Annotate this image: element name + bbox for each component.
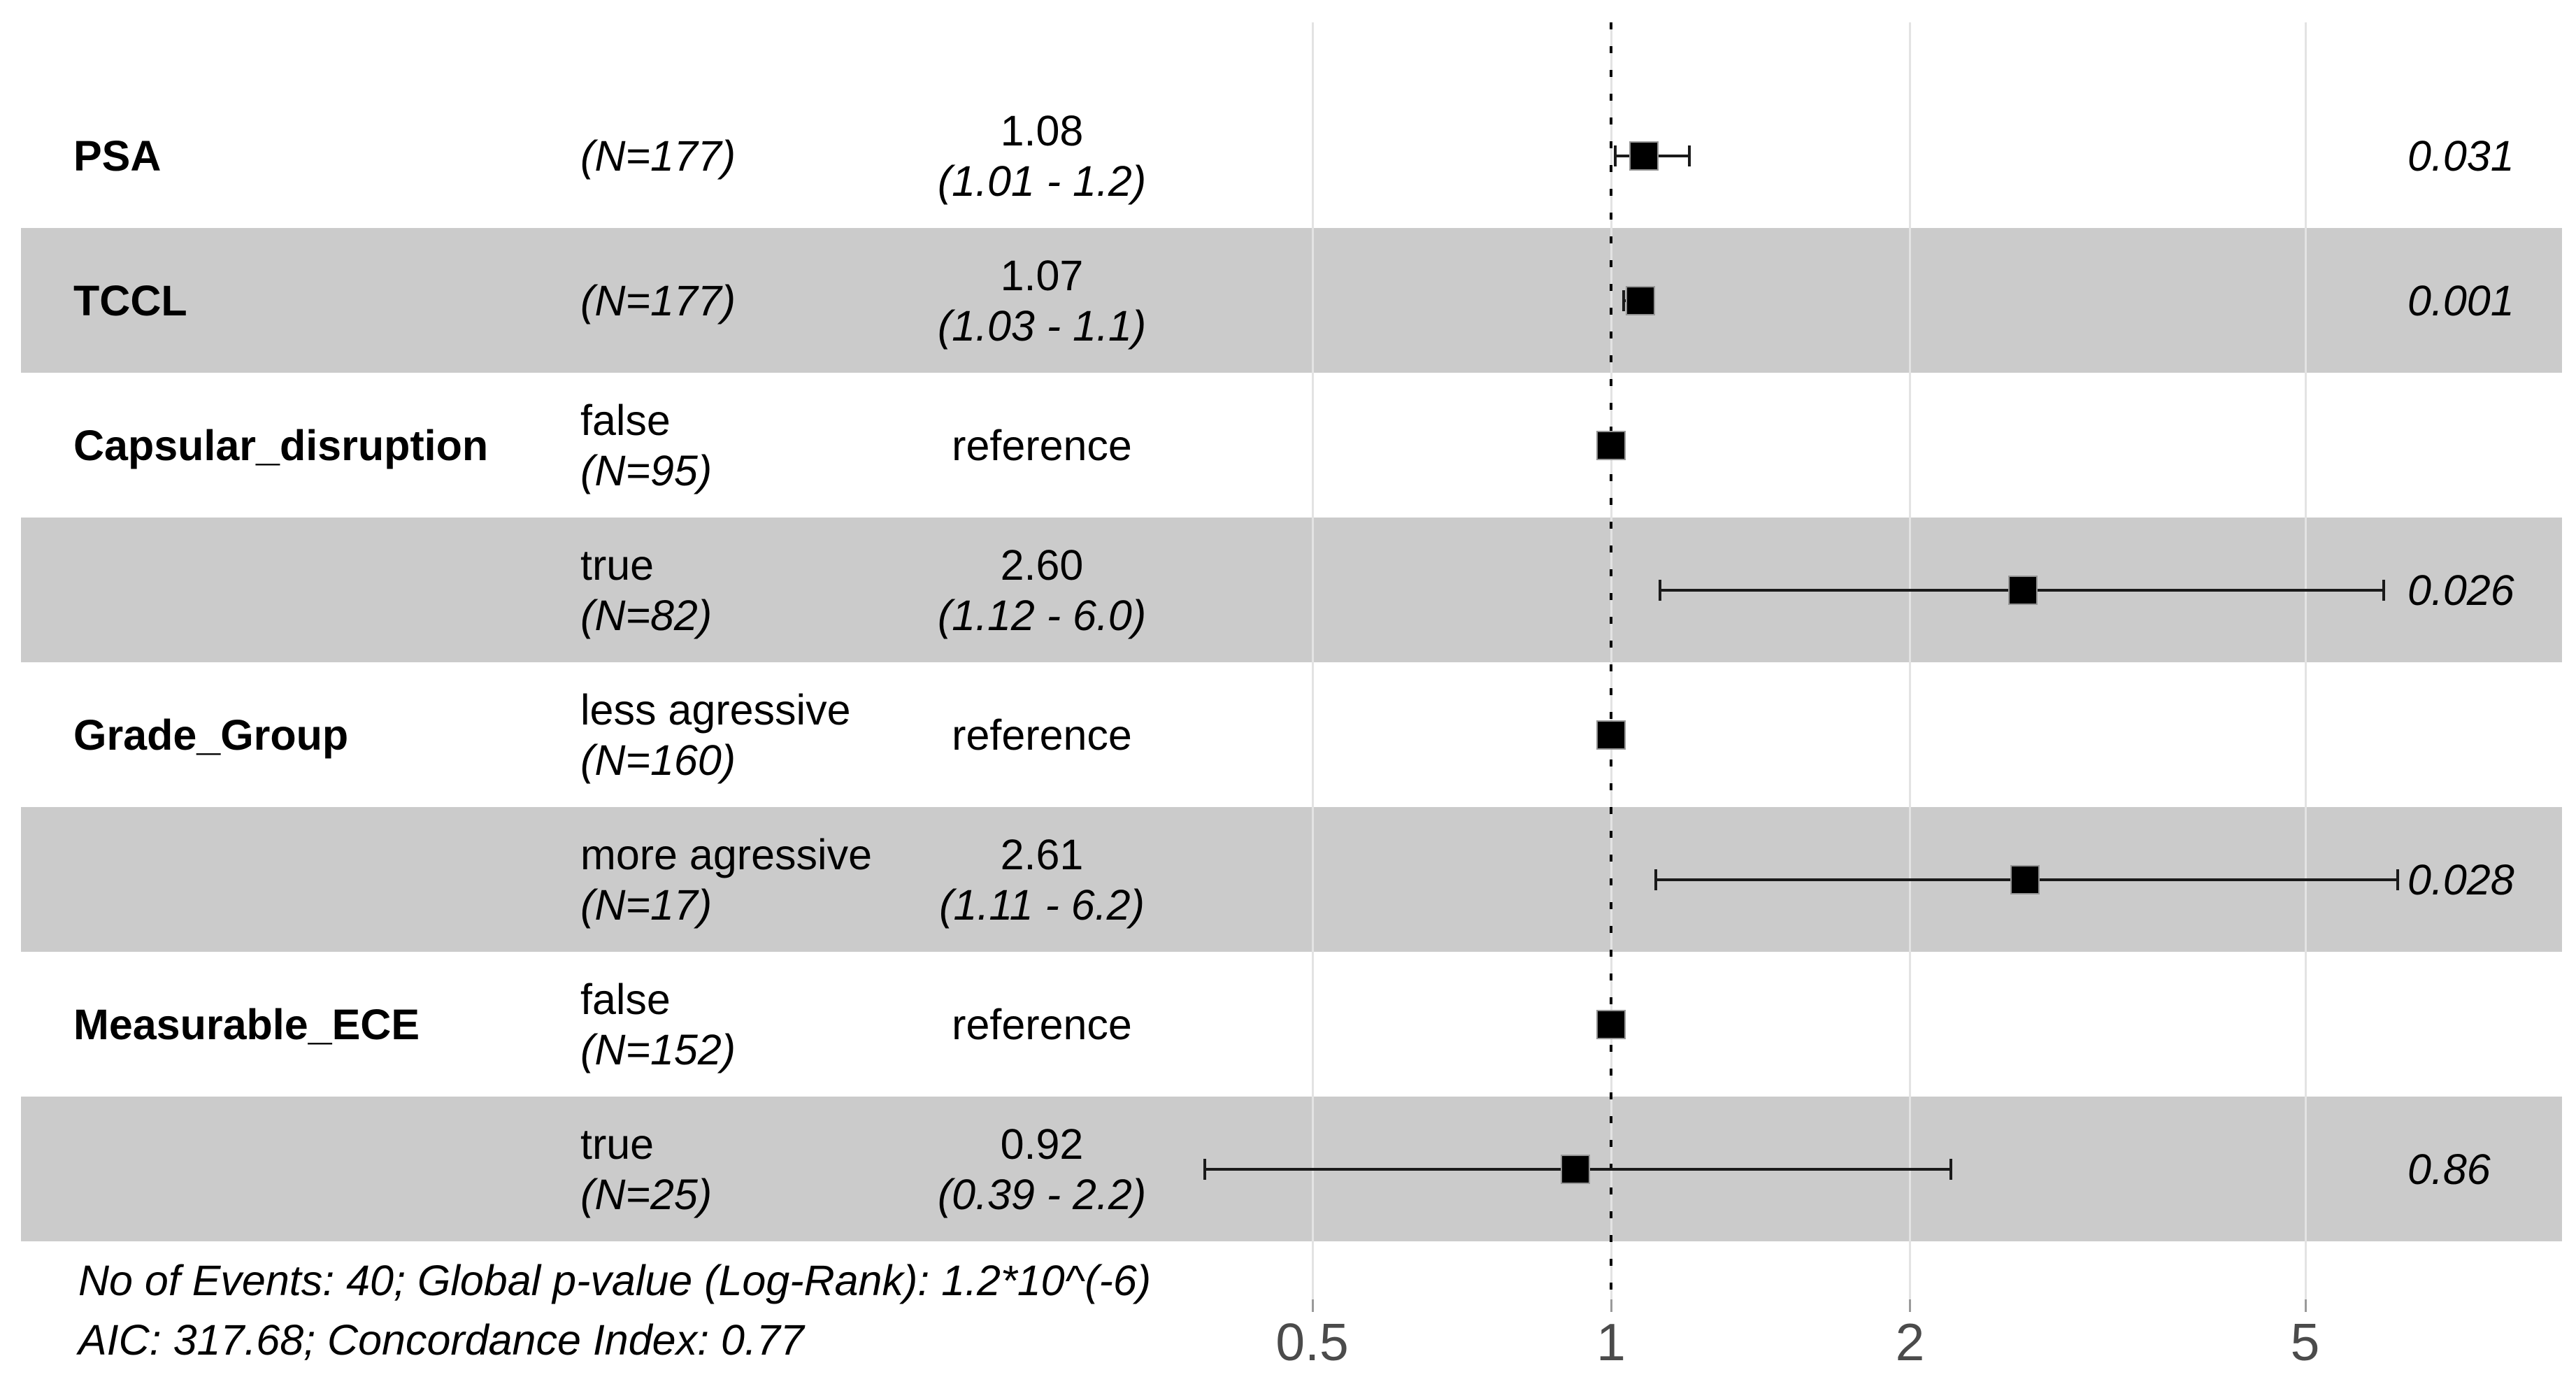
variable-label: TCCL: [73, 276, 187, 324]
estimate-label: reference: [952, 421, 1132, 469]
ci-label: (1.12 - 6.0): [937, 591, 1147, 639]
level-cell: more agressive (N=17): [580, 829, 872, 930]
variable-label: PSA: [73, 131, 162, 180]
level-label: false: [580, 396, 671, 444]
n-label: (N=177): [580, 131, 736, 180]
estimate-cell: 2.61 (1.11 - 6.2): [832, 829, 1252, 930]
reference-line: [1610, 22, 1612, 1299]
estimate-cell: reference: [832, 999, 1252, 1050]
variable-label: Grade_Group: [73, 711, 349, 759]
level-label: less agressive: [580, 685, 851, 734]
hr-marker: [1596, 1009, 1626, 1039]
level-label: true: [580, 1120, 654, 1168]
ci-label: (1.01 - 1.2): [937, 157, 1147, 205]
estimate-label: reference: [952, 1000, 1132, 1048]
level-label: more agressive: [580, 830, 872, 878]
level-cell: false (N=152): [580, 974, 736, 1075]
level-label: false: [580, 975, 671, 1023]
ci-label: (1.03 - 1.1): [937, 301, 1147, 350]
x-tick-label: 1: [1596, 1313, 1626, 1371]
x-tick-label: 2: [1895, 1313, 1925, 1371]
estimate-cell: 1.07 (1.03 - 1.1): [832, 250, 1252, 351]
hr-marker: [1560, 1154, 1590, 1184]
footnote-events-global-p: No of Events: 40; Global p-value (Log-Ra…: [78, 1257, 1152, 1304]
estimate-label: 2.61: [1000, 830, 1084, 878]
estimate-label: 1.07: [1000, 251, 1084, 299]
n-label: (N=95): [580, 446, 713, 494]
x-tick-mark: [1311, 1299, 1314, 1312]
hr-marker: [2008, 575, 2038, 605]
gridline-2: [1909, 22, 1912, 1299]
hr-marker: [2010, 864, 2040, 894]
ci-label: (1.11 - 6.2): [939, 880, 1145, 929]
ci-cap-high: [1949, 1158, 1953, 1180]
p-value: 0.026: [2407, 566, 2514, 614]
gridline-5: [2304, 22, 2307, 1299]
p-value: 0.031: [2407, 131, 2514, 180]
level-cell: true (N=25): [580, 1119, 712, 1220]
estimate-label: reference: [952, 711, 1132, 759]
hr-marker: [1596, 720, 1626, 750]
n-label: (N=152): [580, 1025, 736, 1073]
variable-label: Measurable_ECE: [73, 1000, 420, 1048]
level-cell: (N=177): [580, 131, 736, 181]
n-label: (N=160): [580, 736, 736, 784]
estimate-cell: reference: [832, 710, 1252, 760]
n-label: (N=25): [580, 1170, 713, 1218]
p-value: 0.028: [2407, 855, 2514, 904]
level-cell: (N=177): [580, 276, 736, 326]
footnote-aic-concordance: AIC: 317.68; Concordance Index: 0.77: [78, 1316, 804, 1364]
ci-cap-high: [1688, 145, 1691, 166]
estimate-cell: 2.60 (1.12 - 6.0): [832, 540, 1252, 641]
ci-cap-low: [1614, 145, 1617, 166]
ci-cap-high: [2396, 869, 2400, 890]
ci-label: (0.39 - 2.2): [937, 1170, 1147, 1218]
level-cell: false (N=95): [580, 395, 712, 496]
level-cell: true (N=82): [580, 540, 712, 641]
ci-cap-low: [1658, 579, 1661, 601]
ci-cap-low: [1622, 290, 1626, 311]
x-tick-label: 0.5: [1275, 1313, 1349, 1371]
x-tick-mark: [1610, 1299, 1612, 1312]
estimate-label: 2.60: [1000, 541, 1084, 589]
hr-marker: [1629, 141, 1659, 171]
estimate-cell: 0.92 (0.39 - 2.2): [832, 1119, 1252, 1220]
estimate-cell: 1.08 (1.01 - 1.2): [832, 106, 1252, 206]
ci-cap-low: [1203, 1158, 1207, 1180]
estimate-label: 1.08: [1000, 106, 1084, 155]
hr-marker: [1596, 430, 1626, 460]
gridline-0.5: [1311, 22, 1314, 1299]
p-value: 0.86: [2407, 1145, 2491, 1193]
hr-marker: [1625, 285, 1655, 315]
variable-label: Capsular_disruption: [73, 421, 489, 469]
x-tick-label: 5: [2290, 1313, 2320, 1371]
p-value: 0.001: [2407, 276, 2514, 324]
level-cell: less agressive (N=160): [580, 685, 851, 785]
x-tick-mark: [1909, 1299, 1912, 1312]
x-tick-mark: [2304, 1299, 2307, 1312]
ci-cap-high: [2382, 579, 2385, 601]
level-label: true: [580, 541, 654, 589]
n-label: (N=82): [580, 591, 713, 639]
n-label: (N=17): [580, 880, 713, 929]
estimate-cell: reference: [832, 420, 1252, 471]
n-label: (N=177): [580, 276, 736, 324]
ci-cap-low: [1654, 869, 1658, 890]
estimate-label: 0.92: [1000, 1120, 1084, 1168]
row-band: [21, 228, 2562, 373]
